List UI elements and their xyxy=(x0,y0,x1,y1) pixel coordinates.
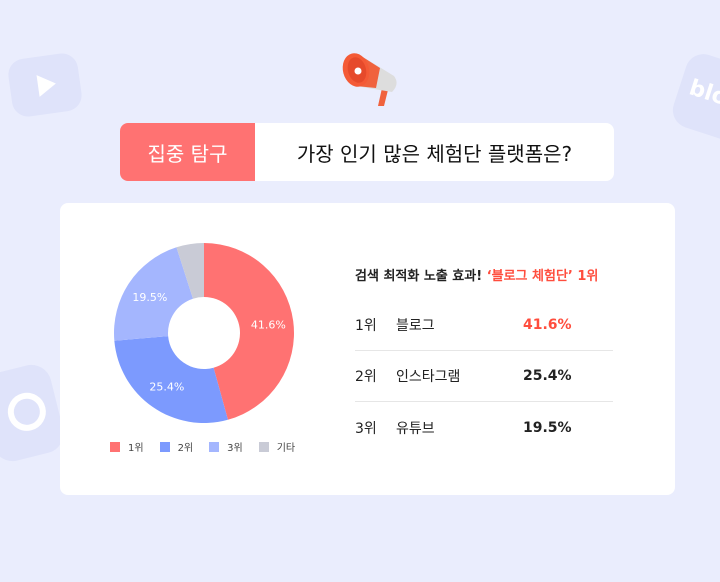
legend-swatch xyxy=(258,442,269,452)
legend-item: 2위 xyxy=(159,439,194,454)
legend-item: 기타 xyxy=(258,439,296,454)
percentage: 19.5% xyxy=(523,419,572,436)
section-tag: 집중 탐구 xyxy=(120,123,255,181)
legend-label: 3위 xyxy=(227,443,243,454)
slice-label: 41.6% xyxy=(251,318,286,331)
legend-label: 1위 xyxy=(128,443,144,454)
summary-prefix: 검색 최적화 노출 효과! xyxy=(355,269,483,284)
platform-name: 블로그 xyxy=(396,318,435,334)
title-banner: 집중 탐구 가장 인기 많은 체험단 플랫폼은? xyxy=(120,123,614,181)
donut-slice xyxy=(204,243,294,420)
summary-heading: 검색 최적화 노출 효과! ‘블로그 체험단’ 1위 xyxy=(355,265,598,284)
ranking-list: 1위 블로그 41.6% 2위 인스타그램 25.4% 3위 유튜브 19.5% xyxy=(355,300,613,453)
donut-slice xyxy=(114,247,193,341)
legend-label: 기타 xyxy=(276,443,296,454)
ranking-row: 3위 유튜브 19.5% xyxy=(355,402,613,453)
slice-label: 25.4% xyxy=(149,380,184,393)
platform-name: 인스타그램 xyxy=(396,369,461,385)
percentage: 41.6% xyxy=(523,317,572,333)
rank: 3위 xyxy=(355,420,377,437)
rank: 2위 xyxy=(355,369,377,385)
legend-swatch xyxy=(110,442,120,452)
legend-label: 2위 xyxy=(177,443,194,454)
percentage: 25.4% xyxy=(523,368,572,384)
legend-swatch xyxy=(209,442,220,452)
donut-chart: 41.6% 25.4% 19.5% xyxy=(114,243,294,423)
chart-legend: 1위 2위 3위 기타 xyxy=(110,439,295,454)
donut-slice xyxy=(176,243,204,299)
legend-item: 1위 xyxy=(110,439,144,454)
rank: 1위 xyxy=(355,318,377,334)
summary-suffix: 1위 xyxy=(577,269,599,284)
blog-bubble-icon: blo xyxy=(668,49,720,147)
summary-highlight: ‘블로그 체험단’ xyxy=(486,269,573,284)
youtube-icon xyxy=(6,51,84,119)
ranking-row: 2위 인스타그램 25.4% xyxy=(355,351,613,402)
ranking-row: 1위 블로그 41.6% xyxy=(355,300,613,351)
donut-slice xyxy=(114,336,228,423)
legend-item: 3위 xyxy=(209,439,243,454)
legend-swatch xyxy=(159,442,170,452)
megaphone-icon xyxy=(342,53,397,106)
platform-name: 유튜브 xyxy=(396,420,435,437)
result-card: 41.6% 25.4% 19.5% 1위 2위 3위 기타 검색 최적화 노출 효과… xyxy=(60,203,675,495)
page-title: 가장 인기 많은 체험단 플랫폼은? xyxy=(296,141,573,166)
slice-label: 19.5% xyxy=(132,291,167,304)
instagram-icon xyxy=(0,360,68,466)
